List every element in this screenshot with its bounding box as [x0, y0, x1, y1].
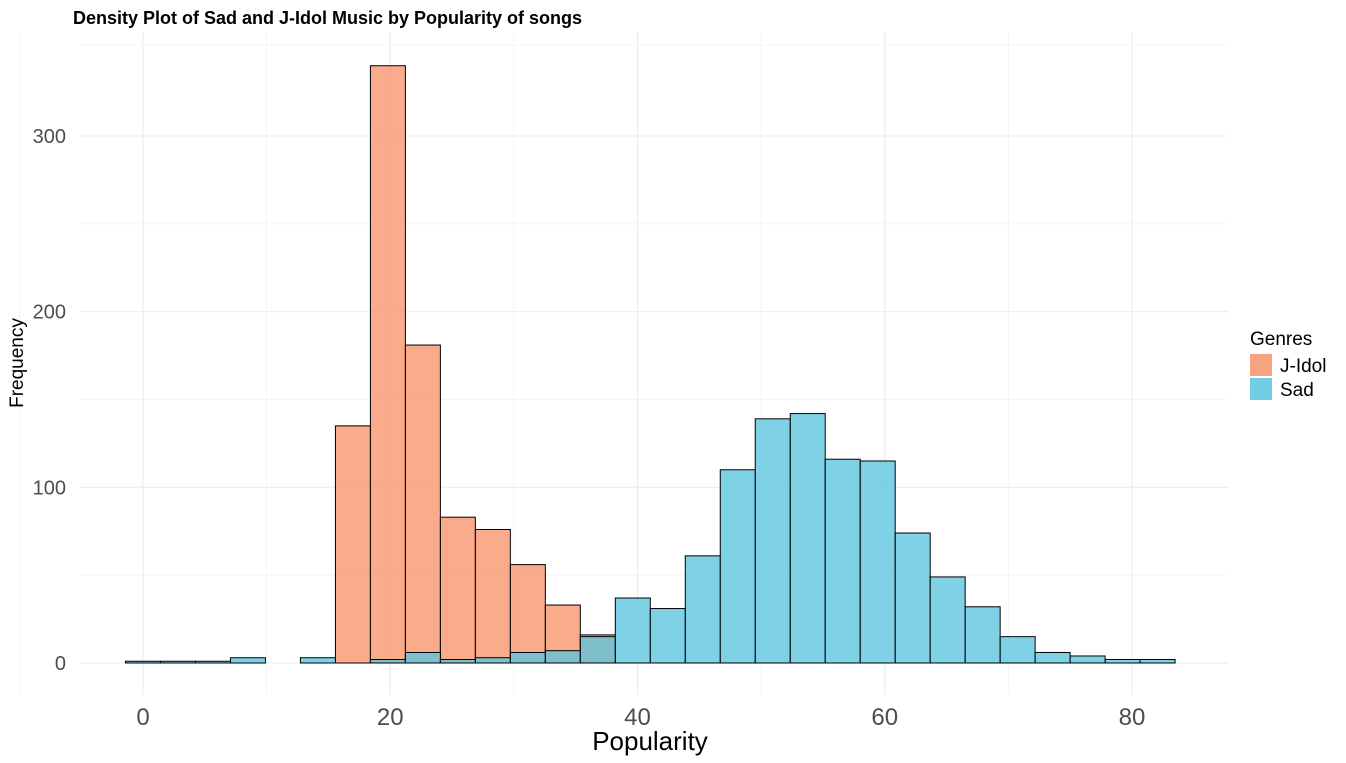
legend-label-jidol: J-Idol	[1280, 356, 1326, 377]
histogram-bar-sad	[614, 597, 651, 664]
legend-items: J-Idol Sad	[1250, 354, 1326, 401]
histogram-bar-sad	[369, 658, 406, 664]
x-tick-label: 20	[377, 704, 404, 731]
legend-title: Genres	[1250, 329, 1312, 350]
x-tick-label: 0	[136, 704, 149, 731]
histogram-bar-sad	[754, 418, 791, 664]
histogram-bar-sad	[649, 608, 686, 664]
legend-label-sad: Sad	[1280, 380, 1314, 401]
sad-bars	[125, 413, 1176, 664]
histogram-bar-sad	[964, 606, 1001, 664]
histogram-bar-sad	[439, 658, 476, 664]
histogram-bar-sad	[1139, 658, 1176, 664]
histogram-bar-sad	[474, 657, 511, 664]
histogram-bar-sad	[719, 469, 756, 664]
histogram-bar-jidol	[439, 516, 476, 664]
chart-title: Density Plot of Sad and J-Idol Music by …	[73, 8, 582, 28]
histogram-bar-sad	[299, 657, 336, 664]
grid	[18, 32, 1228, 695]
histogram-bar-sad	[684, 555, 721, 664]
x-axis-label: Popularity	[592, 726, 708, 756]
histogram-bar-sad	[1069, 655, 1106, 664]
histogram-bar-sad	[404, 651, 441, 664]
histogram-bar-jidol	[404, 344, 441, 664]
histogram-bar-sad	[544, 650, 581, 664]
legend-key-sad	[1250, 378, 1272, 400]
histogram-bar-jidol	[369, 65, 406, 664]
histogram-bar-sad	[859, 460, 896, 664]
x-tick-label: 80	[1119, 704, 1146, 731]
histogram-bar-jidol	[474, 528, 511, 664]
histogram-bar-jidol	[334, 425, 371, 664]
histogram-bar-sad	[929, 576, 966, 664]
histogram-bar-sad	[509, 651, 546, 664]
histogram-bar-sad	[579, 636, 616, 664]
histogram-bar-sad	[789, 413, 826, 664]
jidol-bars	[334, 65, 616, 664]
legend: Genres J-Idol Sad	[1250, 329, 1326, 401]
histogram-bar-sad	[1034, 651, 1071, 664]
histogram-bar-sad	[999, 636, 1036, 664]
y-axis-label: Frequency	[7, 318, 28, 408]
x-tick-label: 40	[624, 704, 651, 731]
x-axis-ticks: 0 20 40 60 80	[136, 704, 1145, 731]
histogram-bar-sad	[159, 660, 196, 664]
y-tick-label: 0	[55, 653, 66, 675]
histogram-bar-sad	[229, 657, 266, 664]
y-axis-ticks: 0 100 200 300	[33, 126, 66, 675]
histogram-bar-sad	[125, 660, 161, 664]
histogram-bar-sad	[894, 532, 931, 664]
y-tick-label: 200	[33, 302, 66, 324]
histogram-bar-sad	[1104, 658, 1141, 664]
histogram-bar-sad	[194, 660, 231, 664]
y-tick-label: 100	[33, 477, 66, 499]
x-tick-label: 60	[871, 704, 898, 731]
y-tick-label: 300	[33, 126, 66, 148]
histogram-bar-sad	[824, 458, 861, 664]
legend-key-jidol	[1250, 354, 1272, 376]
histogram-bar-jidol	[509, 564, 546, 664]
